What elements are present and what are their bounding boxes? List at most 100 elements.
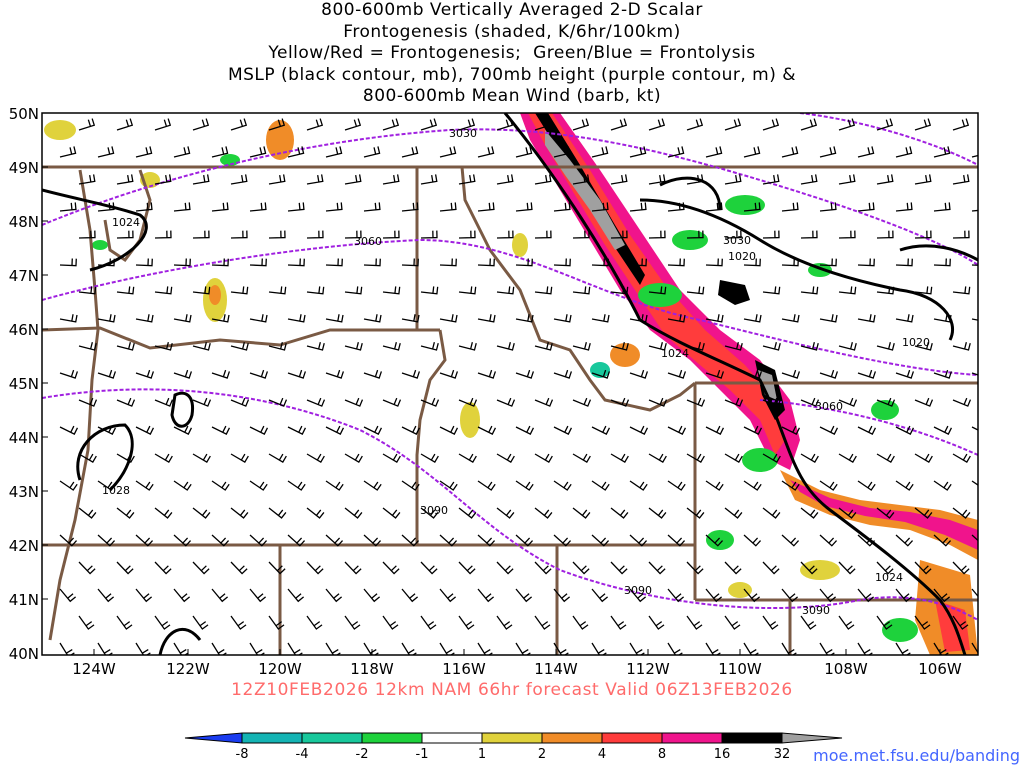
colorbar-tick-label: 32 [774,747,791,762]
wind-barb [591,258,609,267]
wind-barb [477,480,496,491]
wind-barb [59,146,77,158]
wind-barb [306,561,324,575]
wind-barb [363,480,382,491]
wind-barb [382,507,401,519]
wind-barb [287,258,305,267]
title-line-1: 800-600mb Vertically Averaged 2-D Scalar [321,0,703,20]
wind-barb [268,397,288,407]
wind-barb [458,453,477,463]
wind-barb [173,202,191,212]
wind-barb [97,369,117,379]
height-contour-3060-east [759,399,978,456]
height-label: 3060 [354,235,382,248]
wind-barb [534,615,551,630]
wind-barb [306,174,324,185]
border-sound [103,169,152,263]
wind-barb [534,118,552,131]
lon-label: 118W [350,660,394,678]
wind-barb [135,588,153,603]
wind-barb [667,642,683,655]
wind-barb [439,642,455,655]
lat-label: 43N [9,483,39,501]
wind-barb [97,534,116,547]
map-frame [41,112,979,656]
wind-barb [287,425,307,435]
wind-barb [154,230,172,239]
wind-barb [344,507,363,519]
wind-barb [268,286,287,295]
wind-barb [971,209,978,212]
wind-barb [629,369,649,379]
wind-barb [116,397,136,407]
wind-barb [515,425,535,435]
wind-barb [610,118,628,131]
wind-barb [173,258,191,267]
wind-barb [439,146,457,158]
wind-barb [648,507,667,519]
wind-barb [154,397,174,407]
wind-barb [401,314,420,323]
wind-barb [857,258,875,267]
wind-barb [781,202,799,212]
wind-barb [116,561,134,575]
wind-barb [857,642,873,655]
longitude-ticks [93,649,941,655]
wind-barb [952,507,971,519]
wind-barb [401,202,419,212]
wind-barb [211,146,229,158]
wind-barb [249,642,265,655]
colorbar-segment [601,732,663,744]
wind-barb [591,425,611,435]
wind-barb [952,561,970,575]
wind-barb [686,342,705,351]
wind-barb [420,561,438,575]
wind-barb [857,369,877,379]
wind-barb [819,642,835,655]
wind-barb [496,561,514,575]
wind-barb [534,453,553,463]
wind-barb [591,534,610,547]
wind-barb [211,202,229,212]
wind-barb [325,202,343,212]
wind-barb [629,258,647,267]
wind-barb [610,507,629,519]
colorbar-segment [481,732,543,744]
lat-label: 49N [9,159,39,177]
wind-barb [857,588,875,603]
wind-barb [249,202,267,212]
mslp-contours [42,113,978,655]
wind-barb [287,642,303,655]
wind-barb [933,642,949,655]
wind-barb [629,642,645,655]
wind-barb [914,397,934,407]
wind-barb [971,534,978,542]
wind-barb [648,615,665,630]
wind-barb [420,230,438,239]
wind-barb [116,174,134,185]
wind-barb [591,146,609,158]
wind-barb [306,453,325,463]
frontogenesis-band-gray-2 [758,370,777,400]
wind-barb [800,561,818,575]
wind-barb [420,174,438,185]
wind-barb [97,588,115,603]
pressure-label: 1028 [102,484,130,497]
wind-barb [781,425,801,435]
wind-barb [496,174,514,185]
map-plot-area [42,113,978,655]
wind-barb [325,314,344,323]
wind-barb [933,588,951,603]
wind-barb [534,507,553,519]
wind-barb [154,174,172,185]
title-line-3: Yellow/Red = Frontogenesis; Green/Blue =… [268,43,756,63]
wind-barb [97,425,117,435]
wind-barb [78,342,97,351]
mslp-contour-trough [659,176,722,211]
wind-barb [648,286,667,295]
frontogenesis-cell [610,343,640,367]
wind-barb [648,230,666,239]
wind-barb [230,342,249,351]
wind-barb [287,588,305,603]
pressure-label: 1024 [661,347,689,360]
